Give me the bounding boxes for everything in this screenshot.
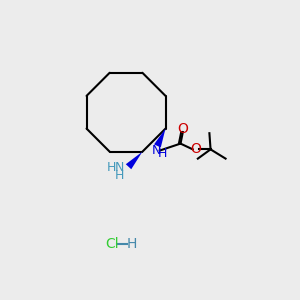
Text: H: H <box>107 161 117 174</box>
Polygon shape <box>154 129 166 148</box>
Text: H: H <box>127 237 137 251</box>
Polygon shape <box>126 152 142 169</box>
Text: Cl: Cl <box>105 237 119 251</box>
Text: H: H <box>115 169 124 182</box>
Text: O: O <box>177 122 188 136</box>
Text: O: O <box>190 142 201 156</box>
Text: N: N <box>152 144 161 157</box>
Text: H: H <box>158 147 167 160</box>
Text: N: N <box>115 161 124 174</box>
